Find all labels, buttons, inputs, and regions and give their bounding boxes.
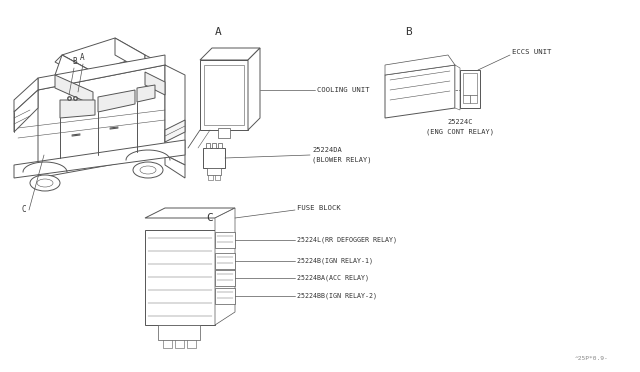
Polygon shape: [215, 270, 235, 286]
Polygon shape: [218, 128, 230, 138]
Text: (ENG CONT RELAY): (ENG CONT RELAY): [426, 129, 494, 135]
Polygon shape: [14, 90, 38, 132]
Polygon shape: [455, 65, 460, 110]
Text: B: B: [404, 27, 412, 37]
Text: B: B: [72, 58, 77, 67]
Text: ECCS UNIT: ECCS UNIT: [512, 49, 552, 55]
Text: C: C: [22, 205, 27, 215]
Ellipse shape: [140, 166, 156, 174]
Polygon shape: [98, 90, 135, 112]
Ellipse shape: [37, 179, 53, 187]
Polygon shape: [38, 55, 165, 90]
Polygon shape: [385, 65, 455, 118]
Polygon shape: [145, 72, 165, 95]
Polygon shape: [204, 65, 244, 125]
Polygon shape: [463, 73, 477, 95]
Polygon shape: [460, 70, 480, 108]
Text: 25224BB(IGN RELAY-2): 25224BB(IGN RELAY-2): [297, 293, 377, 299]
Polygon shape: [187, 340, 196, 348]
Polygon shape: [470, 95, 477, 103]
Polygon shape: [200, 48, 260, 60]
Polygon shape: [137, 85, 155, 102]
Text: ^25P*0.9-: ^25P*0.9-: [575, 356, 609, 360]
Polygon shape: [145, 55, 165, 82]
Text: 25224L(RR DEFOGGER RELAY): 25224L(RR DEFOGGER RELAY): [297, 237, 397, 243]
Text: 25224B(IGN RELAY-1): 25224B(IGN RELAY-1): [297, 258, 373, 264]
Text: 25224DA: 25224DA: [312, 147, 342, 153]
Polygon shape: [163, 340, 172, 348]
Polygon shape: [145, 208, 235, 218]
Polygon shape: [207, 168, 221, 175]
Polygon shape: [215, 253, 235, 269]
Polygon shape: [38, 65, 165, 178]
Polygon shape: [463, 95, 470, 103]
Polygon shape: [115, 38, 145, 72]
Text: 25224BA(ACC RELAY): 25224BA(ACC RELAY): [297, 275, 369, 281]
Polygon shape: [55, 75, 93, 105]
Polygon shape: [158, 325, 200, 340]
Polygon shape: [200, 60, 248, 130]
Polygon shape: [175, 340, 184, 348]
Text: FUSE BLOCK: FUSE BLOCK: [297, 205, 340, 211]
Polygon shape: [62, 38, 145, 72]
Ellipse shape: [30, 175, 60, 191]
Polygon shape: [215, 208, 235, 325]
Polygon shape: [203, 148, 225, 168]
Polygon shape: [165, 155, 185, 178]
Text: 25224C: 25224C: [447, 119, 473, 125]
Polygon shape: [208, 175, 213, 180]
Polygon shape: [218, 143, 222, 148]
Polygon shape: [55, 55, 93, 92]
Polygon shape: [165, 120, 185, 142]
Polygon shape: [14, 140, 185, 178]
Polygon shape: [248, 48, 260, 130]
Polygon shape: [212, 143, 216, 148]
Polygon shape: [215, 232, 235, 248]
Polygon shape: [60, 100, 95, 118]
Polygon shape: [206, 143, 210, 148]
Text: A: A: [80, 54, 84, 62]
Polygon shape: [14, 78, 38, 112]
Ellipse shape: [133, 162, 163, 178]
Polygon shape: [55, 55, 93, 79]
Text: A: A: [214, 27, 221, 37]
Polygon shape: [145, 230, 215, 325]
Text: (BLOWER RELAY): (BLOWER RELAY): [312, 157, 371, 163]
Text: C: C: [207, 213, 213, 223]
Polygon shape: [215, 288, 235, 304]
Text: COOLING UNIT: COOLING UNIT: [317, 87, 369, 93]
Polygon shape: [385, 55, 455, 75]
Polygon shape: [165, 65, 185, 165]
Polygon shape: [215, 175, 220, 180]
